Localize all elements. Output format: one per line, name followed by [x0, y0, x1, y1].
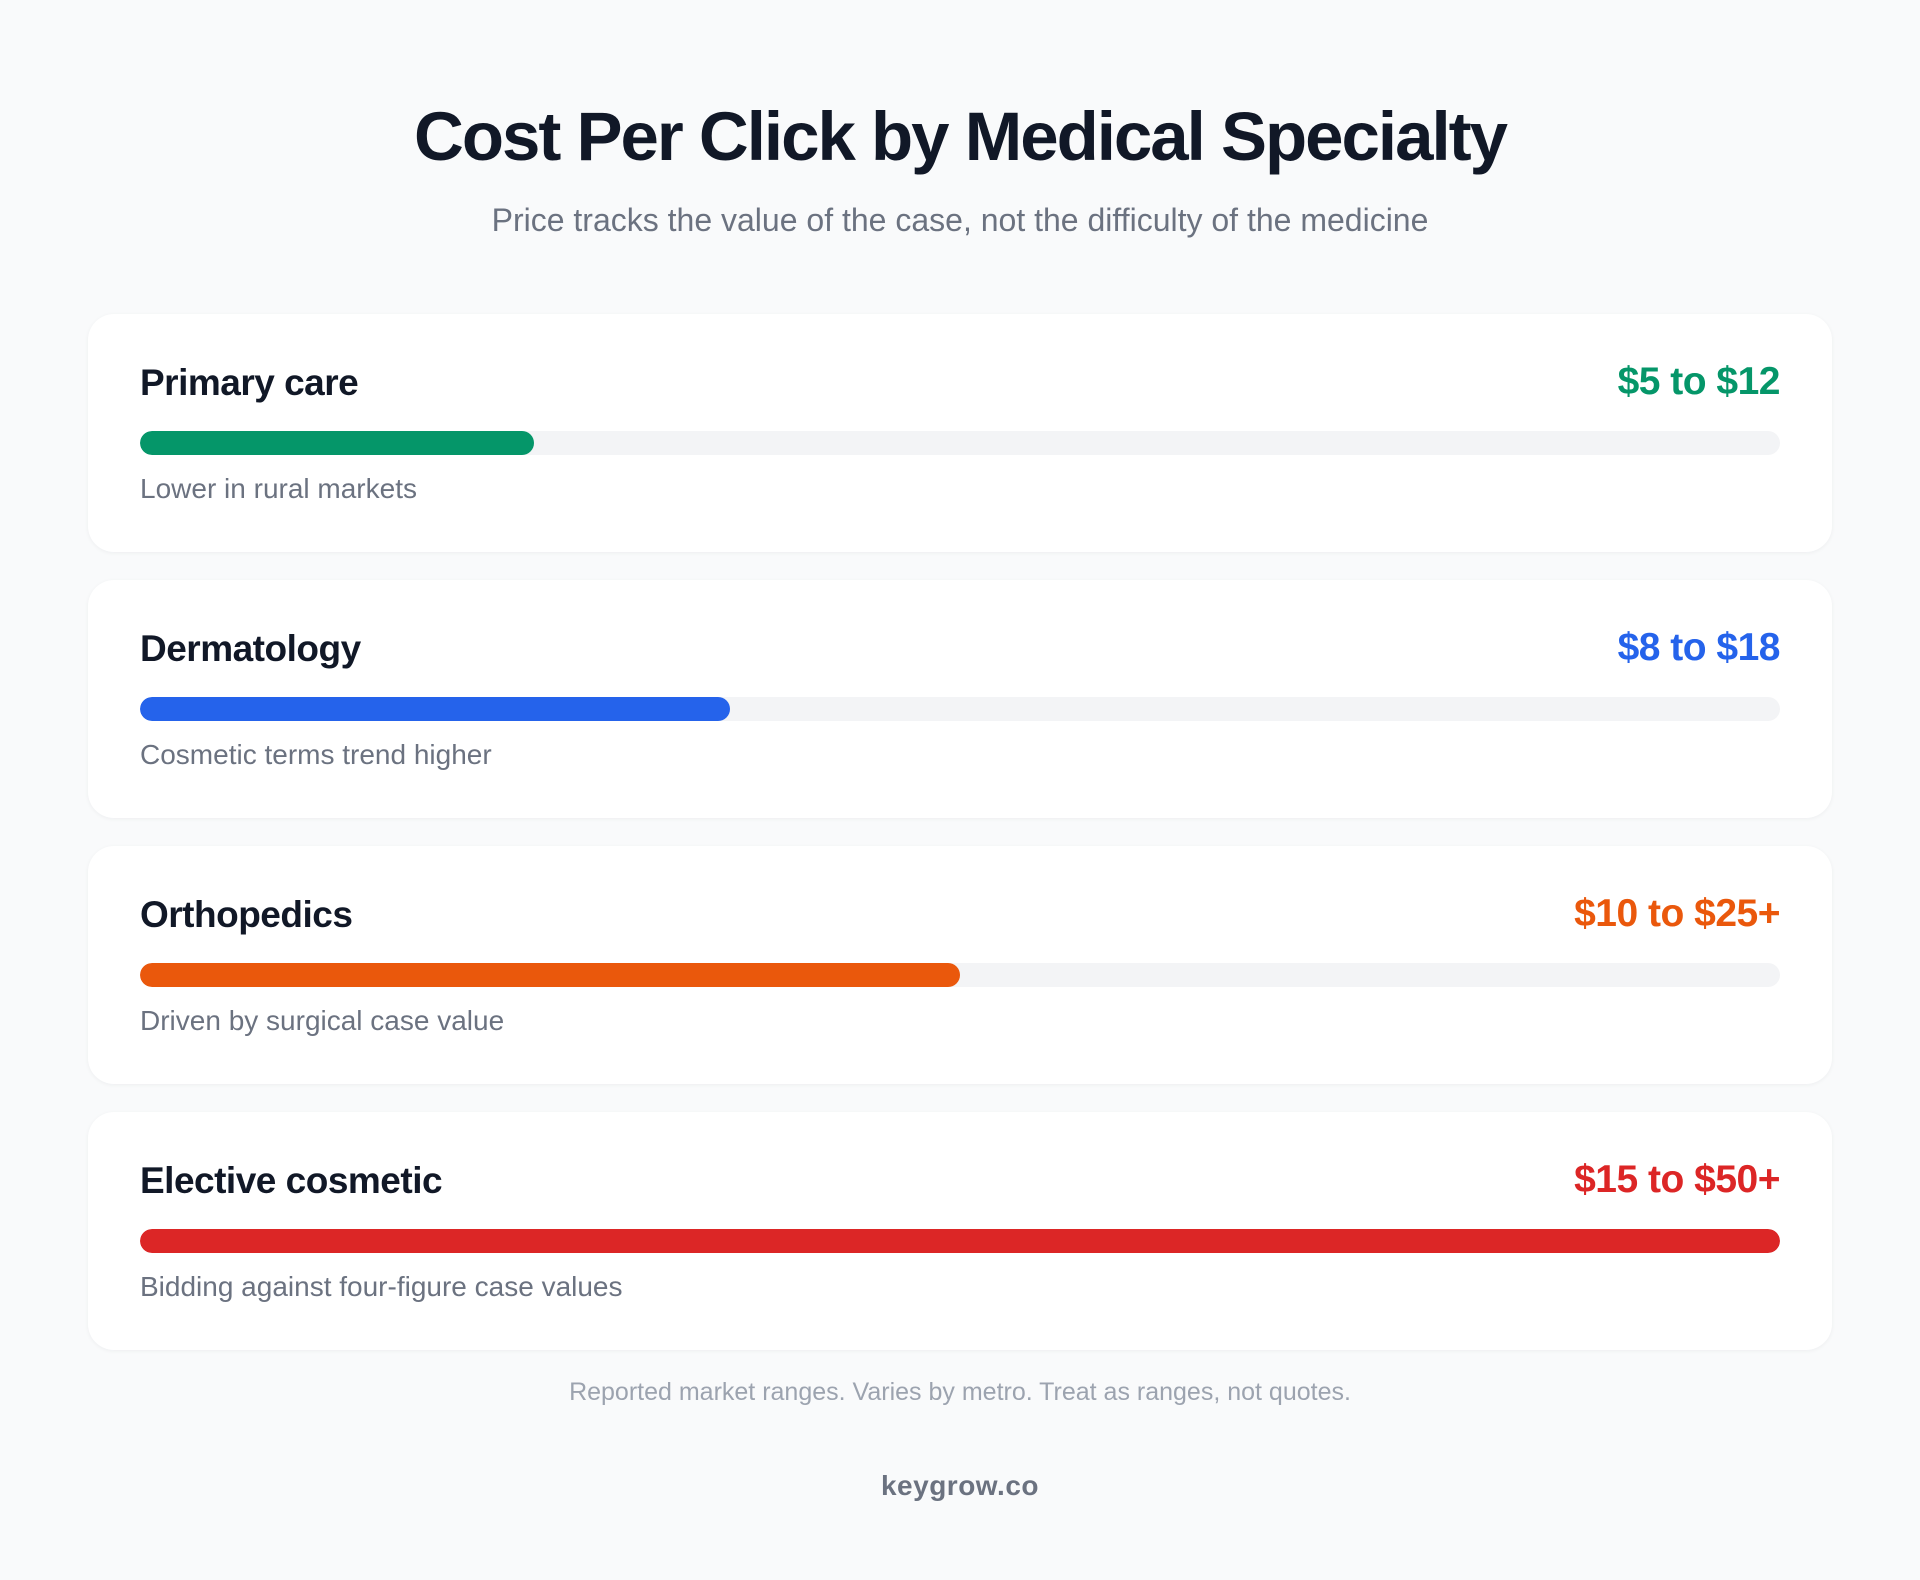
cpc-range-label: $5 to $12 [1617, 360, 1781, 403]
specialty-card: Dermatology $8 to $18 Cosmetic terms trend… [88, 580, 1832, 818]
specialty-note: Bidding against four-figure case values [140, 1271, 623, 1302]
bar-fill [140, 963, 960, 987]
specialty-label: Orthopedics [140, 894, 353, 935]
bar-fill [140, 431, 534, 455]
bar-track [140, 431, 1780, 455]
specialty-card: Orthopedics $10 to $25+ Driven by surgical… [88, 846, 1832, 1084]
cpc-range-label: $10 to $25+ [1574, 892, 1780, 935]
bar-fill [140, 1229, 1780, 1253]
bar-track [140, 697, 1780, 721]
cpc-range-label: $8 to $18 [1617, 626, 1781, 669]
page-subtitle: Price tracks the value of the case, not … [491, 202, 1429, 238]
specialty-label: Dermatology [140, 628, 361, 669]
specialty-card: Primary care $5 to $12 Lower in rural mark… [88, 314, 1832, 552]
specialty-note: Driven by surgical case value [140, 1005, 505, 1036]
bar-fill [140, 697, 731, 721]
cpc-range-label: $15 to $50+ [1574, 1158, 1780, 1201]
specialty-label: Elective cosmetic [140, 1160, 443, 1201]
specialty-note: Lower in rural markets [140, 473, 417, 504]
footnote: Reported market ranges. Varies by metro.… [569, 1378, 1351, 1406]
page-title: Cost Per Click by Medical Specialty [414, 98, 1508, 175]
specialty-label: Primary care [140, 362, 359, 403]
specialty-card: Elective cosmetic $15 to $50+ Bidding agai… [88, 1112, 1832, 1350]
specialty-note: Cosmetic terms trend higher [140, 739, 492, 770]
brand-name: keygrow.co [880, 1470, 1039, 1501]
bar-track [140, 1229, 1780, 1253]
bar-track [140, 963, 1780, 987]
